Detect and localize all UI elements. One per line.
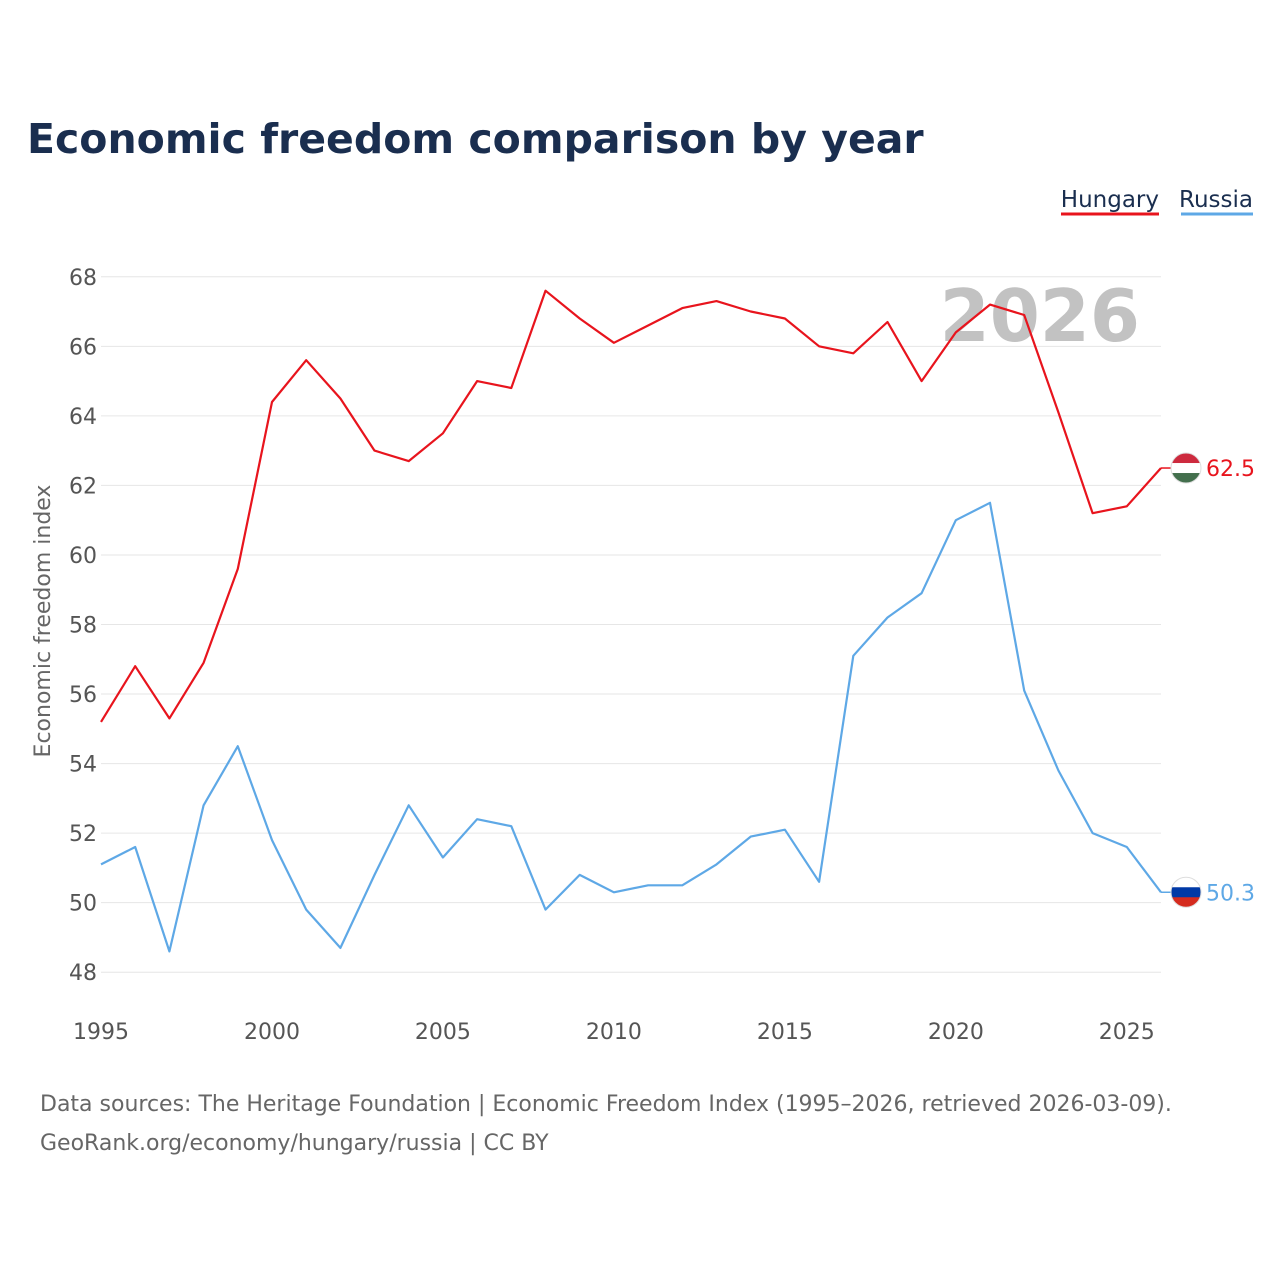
x-tick-label: 2020 <box>928 1020 984 1045</box>
y-tick-label: 62 <box>69 474 97 499</box>
end-value-label-russia: 50.3 <box>1206 881 1255 906</box>
y-tick-label: 58 <box>69 614 97 639</box>
y-tick-label: 60 <box>69 544 97 569</box>
russia-flag-icon <box>1170 876 1202 908</box>
x-axis: 1995 2000 2005 2010 2015 2020 2025 <box>73 1020 1155 1045</box>
x-tick-label: 2025 <box>1099 1020 1155 1045</box>
series-line-russia[interactable] <box>100 501 1162 953</box>
hungary-flag-icon <box>1170 452 1202 484</box>
series-group <box>100 289 1162 953</box>
y-axis: 48 50 52 54 56 58 60 62 64 66 68 <box>69 266 97 986</box>
x-tick-label: 2000 <box>244 1020 300 1045</box>
x-tick-label: 2015 <box>757 1020 813 1045</box>
y-axis-label: Economic freedom index <box>31 485 56 758</box>
legend-item-russia[interactable]: Russia <box>1179 187 1253 213</box>
y-tick-label: 48 <box>69 961 97 986</box>
y-tick-label: 54 <box>69 753 97 778</box>
y-tick-label: 56 <box>69 683 97 708</box>
y-tick-label: 50 <box>69 892 97 917</box>
y-tick-label: 68 <box>69 266 97 291</box>
year-watermark: 2026 <box>940 274 1140 358</box>
x-tick-label: 2010 <box>586 1020 642 1045</box>
series-line-hungary[interactable] <box>100 289 1162 723</box>
source-line-1: Data sources: The Heritage Foundation | … <box>40 1092 1172 1117</box>
legend: Hungary Russia <box>1061 187 1253 216</box>
end-value-label-hungary: 62.5 <box>1206 457 1255 482</box>
y-tick-label: 64 <box>69 405 97 430</box>
legend-item-hungary[interactable]: Hungary <box>1061 187 1159 213</box>
y-tick-label: 52 <box>69 822 97 847</box>
x-tick-label: 2005 <box>415 1020 471 1045</box>
end-labels: 62.5 50.3 <box>1161 452 1255 908</box>
x-tick-label: 1995 <box>73 1020 129 1045</box>
chart-title: Economic freedom comparison by year <box>27 115 924 163</box>
source-line-2[interactable]: GeoRank.org/economy/hungary/russia | CC … <box>40 1131 549 1156</box>
grid <box>101 276 1161 973</box>
y-tick-label: 66 <box>69 335 97 360</box>
